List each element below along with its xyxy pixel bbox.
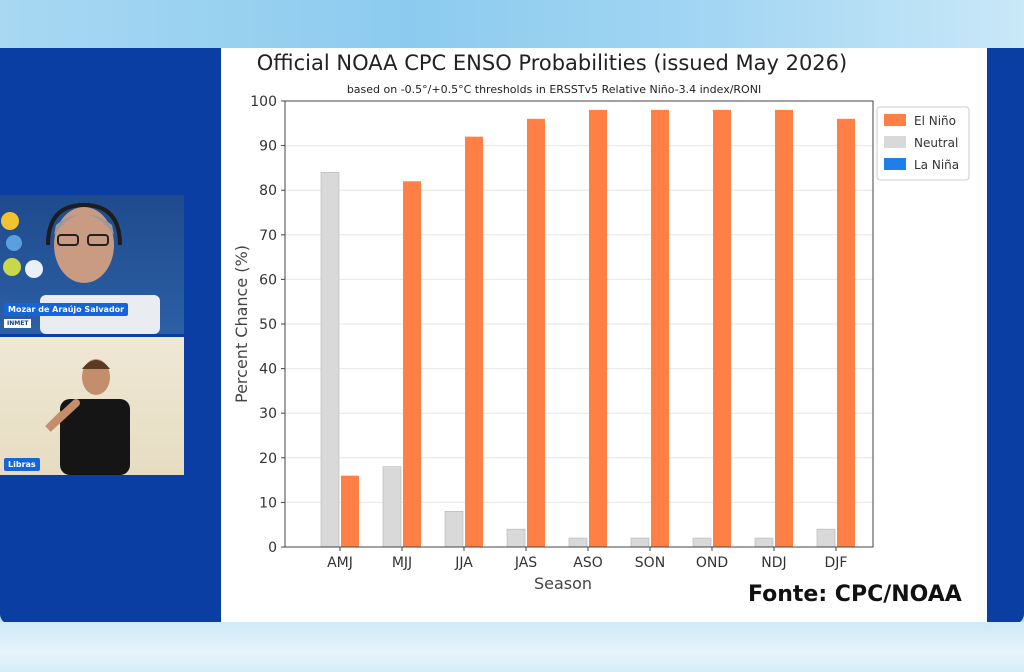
x-axis-label: Season [534, 574, 592, 593]
bar-el-nino-amj [341, 475, 359, 547]
speaker-hair [54, 214, 114, 235]
y-tick-label: 100 [250, 94, 277, 110]
bar-el-nino-aso [589, 109, 607, 548]
x-tick-label-ond: OND [696, 555, 728, 571]
weather-icon-cloud [6, 235, 22, 251]
legend-label-0: El Niño [914, 114, 956, 128]
x-tick-label-djf: DJF [825, 555, 848, 571]
bar-neutral-amj [320, 172, 340, 548]
chart-legend: El Niño Neutral La Niña [876, 106, 970, 181]
bar-neutral-jja [444, 511, 464, 548]
interpreter-label-tag: Libras [4, 458, 40, 471]
interpreter-hair [82, 360, 110, 369]
bar-el-nino-jja [465, 136, 483, 547]
interpreter-shirt [60, 399, 130, 475]
y-tick-label: 0 [268, 540, 277, 556]
speaker-video-tile[interactable]: Mozar de Araújo Salvador INMET [0, 195, 184, 334]
season-group-djf [816, 118, 855, 548]
x-tick-label-son: SON [635, 555, 665, 571]
y-tick-label: 10 [259, 495, 277, 511]
x-tick-label-jja: JJA [454, 555, 473, 571]
legend-label-1: Neutral [914, 136, 958, 150]
season-group-aso [568, 109, 607, 548]
x-tick-label-ndj: NDJ [761, 555, 786, 571]
y-tick-label: 50 [259, 317, 277, 333]
season-group-jas [506, 118, 545, 548]
y-tick-label: 90 [259, 139, 277, 155]
chart-bars [320, 109, 855, 548]
y-tick-label: 80 [259, 183, 277, 199]
season-group-jja [444, 136, 483, 548]
y-tick-label: 40 [259, 362, 277, 378]
y-tick-label: 70 [259, 228, 277, 244]
bar-neutral-ndj [754, 537, 774, 548]
y-axis-ticks: 0 10 20 30 40 50 60 70 80 90 100 [250, 94, 285, 556]
speaker-org-tag: INMET [4, 319, 32, 328]
bar-neutral-ond [692, 537, 712, 548]
x-axis-ticks: AMJ MJJ JJA JAS ASO SON OND NDJ DJF [327, 547, 847, 571]
legend-swatch-0 [884, 114, 906, 126]
y-tick-label: 60 [259, 272, 277, 288]
y-axis-label: Percent Chance (%) [232, 245, 251, 403]
bar-el-nino-mjj [403, 181, 421, 547]
chart-subtitle: based on -0.5°/+0.5°C thresholds in ERSS… [347, 83, 761, 96]
enso-probability-chart: Official NOAA CPC ENSO Probabilities (is… [232, 51, 970, 593]
x-tick-label-aso: ASO [573, 555, 602, 571]
bar-neutral-mjj [382, 466, 402, 548]
legend-label-2: La Niña [914, 158, 959, 172]
bar-el-nino-ndj [775, 109, 793, 548]
y-tick-label: 20 [259, 451, 277, 467]
legend-swatch-2 [884, 158, 906, 170]
bar-neutral-jas [506, 528, 526, 548]
x-tick-label-mjj: MJJ [392, 555, 412, 571]
bar-neutral-son [630, 537, 650, 548]
x-tick-label-amj: AMJ [327, 555, 353, 571]
weather-icon-sun [1, 212, 19, 230]
chart-title: Official NOAA CPC ENSO Probabilities (is… [257, 51, 847, 75]
speaker-face [54, 207, 114, 283]
bar-el-nino-ond [713, 109, 731, 548]
speaker-name-tag: Mozar de Araújo Salvador [4, 303, 129, 316]
season-group-ond [692, 109, 731, 548]
interpreter-hand [45, 399, 80, 432]
sky-banner-bottom [0, 622, 1024, 672]
interpreter-video-tile[interactable]: Libras [0, 337, 184, 475]
season-group-ndj [754, 109, 793, 548]
interpreter-video [45, 359, 130, 475]
bar-el-nino-son [651, 109, 669, 548]
y-tick-label: 30 [259, 406, 277, 422]
season-group-amj [320, 172, 359, 548]
weather-icon-map [3, 258, 21, 276]
sky-banner-top [0, 0, 1024, 48]
bar-el-nino-jas [527, 118, 545, 547]
source-caption: Fonte: CPC/NOAA [748, 582, 962, 607]
season-group-mjj [382, 181, 421, 548]
headset-icon [46, 202, 122, 246]
x-tick-label-jas: JAS [514, 555, 537, 571]
bar-el-nino-djf [837, 118, 855, 547]
bar-neutral-djf [816, 528, 836, 548]
bar-neutral-aso [568, 537, 588, 548]
speaker-glasses [57, 234, 79, 246]
weather-icon-globe [25, 260, 43, 278]
legend-swatch-1 [884, 136, 906, 148]
season-group-son [630, 109, 669, 548]
presentation-slide: Official NOAA CPC ENSO Probabilities (is… [221, 48, 987, 622]
